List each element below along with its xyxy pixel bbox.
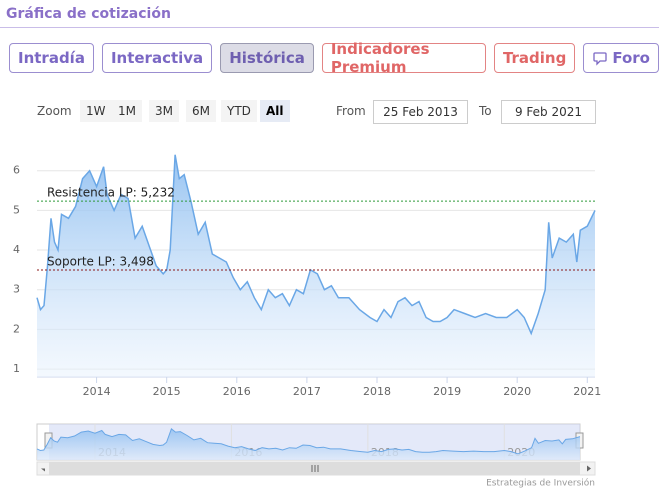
header-title: Gráfica de cotización bbox=[6, 6, 171, 22]
scroll-left[interactable] bbox=[41, 465, 45, 472]
tab-button[interactable]: Histórica bbox=[220, 43, 314, 73]
x-tick-label: 2014 bbox=[83, 385, 111, 398]
tab-label: Intradía bbox=[18, 49, 85, 67]
plot-line-label: Soporte LP: 3,498 bbox=[47, 254, 154, 268]
y-tick-label: 4 bbox=[13, 243, 20, 256]
from-label: From bbox=[336, 104, 366, 118]
y-tick-label: 2 bbox=[13, 322, 20, 335]
x-tick-label: 2021 bbox=[573, 385, 601, 398]
x-tick-label: 2020 bbox=[503, 385, 531, 398]
tab-button[interactable]: Intradía bbox=[9, 43, 94, 73]
area bbox=[37, 154, 595, 377]
plot-line-label: Resistencia LP: 5,232 bbox=[47, 186, 175, 200]
zoom-label: Zoom bbox=[37, 104, 72, 118]
zoom-button[interactable]: 3M bbox=[149, 100, 179, 122]
tab-button[interactable]: Trading bbox=[493, 43, 576, 73]
scroll-grip bbox=[311, 465, 319, 472]
range-selector: Zoom 1W 1M 3M 6M YTD All From 25 Feb 2013 To 9 Feb… bbox=[37, 100, 596, 124]
x-tick-label: 2016 bbox=[223, 385, 251, 398]
scroll-right[interactable] bbox=[587, 465, 591, 472]
zoom-button[interactable]: All bbox=[260, 100, 290, 122]
tab-label: Histórica bbox=[229, 49, 305, 67]
tabs: Intradía Interactiva Histórica Indicadores … bbox=[9, 40, 659, 76]
navigator-area bbox=[37, 428, 580, 460]
tab-label: Foro bbox=[612, 49, 650, 67]
y-tick-label: 5 bbox=[13, 203, 20, 216]
zoom-button[interactable]: 6M bbox=[186, 100, 216, 122]
to-input[interactable]: 9 Feb 2021 bbox=[501, 100, 596, 124]
divider bbox=[0, 27, 659, 28]
line bbox=[36, 154, 596, 336]
y-tick-label: 1 bbox=[13, 362, 20, 375]
x-tick-label: 2017 bbox=[293, 385, 321, 398]
x-tick-label: 2015 bbox=[153, 385, 181, 398]
credit: Estrategias de Inversión bbox=[486, 478, 595, 489]
tab-label: Interactiva bbox=[110, 49, 204, 67]
y-tick-label: 6 bbox=[13, 164, 20, 177]
y-tick-label: 3 bbox=[13, 283, 20, 296]
zoom-button[interactable]: 1W bbox=[80, 100, 112, 122]
chat-icon bbox=[593, 52, 607, 66]
x-tick-label: 2018 bbox=[363, 385, 391, 398]
tab-button[interactable]: Indicadores Premium bbox=[321, 40, 486, 76]
tab-label: Indicadores Premium bbox=[330, 40, 430, 76]
zoom-button[interactable]: 1M bbox=[112, 100, 142, 122]
tab-button[interactable]: Interactiva bbox=[101, 43, 213, 73]
navigator-line bbox=[36, 427, 581, 455]
tab-button[interactable]: Foro bbox=[583, 43, 659, 73]
from-input[interactable]: 25 Feb 2013 bbox=[373, 100, 468, 124]
zoom-button[interactable]: YTD bbox=[221, 100, 257, 122]
to-label: To bbox=[479, 104, 492, 118]
tab-label: Trading bbox=[502, 49, 567, 67]
x-tick-label: 2019 bbox=[433, 385, 461, 398]
